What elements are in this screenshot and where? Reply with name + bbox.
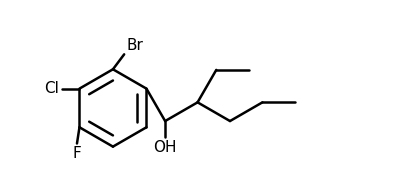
- Text: Cl: Cl: [44, 81, 59, 96]
- Text: F: F: [73, 146, 81, 162]
- Text: OH: OH: [154, 140, 177, 155]
- Text: Br: Br: [126, 38, 143, 53]
